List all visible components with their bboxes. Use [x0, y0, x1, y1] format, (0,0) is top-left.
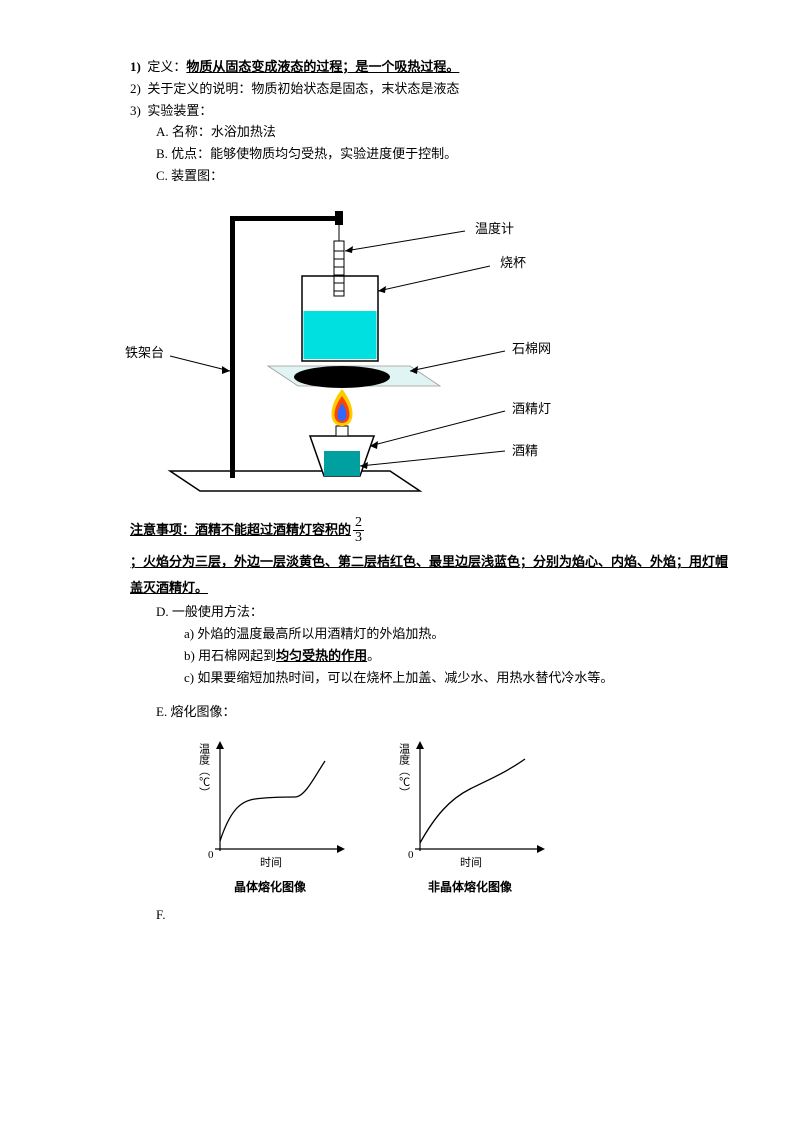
line-D: D. 一般使用方法：	[130, 602, 730, 623]
note-block: 注意事项：酒精不能超过酒精灯容积的23 ；火焰分为三层，外边一层淡黄色、第二层桔红…	[130, 513, 730, 602]
Db-ul: 均匀受热的作用	[276, 648, 367, 663]
line-E: E. 熔化图像：	[130, 702, 730, 723]
fraction: 23	[353, 516, 364, 545]
l2: 关于定义的说明：物质初始状态是固态，末状态是液态	[147, 81, 459, 96]
label-thermometer: 温度计	[475, 219, 514, 240]
line-F: F.	[130, 905, 730, 926]
ylabel-2: 温度（℃）	[394, 743, 412, 798]
label-lamp: 酒精灯	[512, 399, 551, 420]
charts-row: 温度（℃） 0 时间 晶体熔化图像 温度（℃） 0 时间 非晶体熔化图像	[190, 731, 730, 897]
note-seg2: ；火焰分为三层，外边一层淡黄色、第二层桔红色、最里边层浅蓝色；分别为焰心、内焰、…	[130, 549, 730, 601]
line-C: C. 装置图：	[130, 166, 730, 187]
caption-1: 晶体熔化图像	[190, 878, 350, 897]
num-1: 1)	[130, 59, 141, 74]
label-gauze: 石棉网	[512, 339, 551, 360]
caption-2: 非晶体熔化图像	[390, 878, 550, 897]
label-beaker: 烧杯	[500, 253, 526, 274]
l1-ul: 物质从固态变成液态的过程；是一个吸热过程。	[186, 59, 459, 74]
line-Dc: c) 如果要缩短加热时间，可以在烧杯上加盖、减少水、用热水替代冷水等。	[130, 668, 730, 689]
xlabel-1: 时间	[260, 855, 282, 873]
l1-pre: 定义：	[147, 59, 186, 74]
Db-pre: b) 用石棉网起到	[184, 648, 276, 663]
zero-1: 0	[208, 847, 214, 865]
zero-2: 0	[408, 847, 414, 865]
ylabel-1: 温度（℃）	[194, 743, 212, 798]
chart-crystal: 温度（℃） 0 时间 晶体熔化图像	[190, 731, 350, 897]
l3: 实验装置：	[147, 103, 212, 118]
line-A: A. 名称：水浴加热法	[130, 122, 730, 143]
num-2: 2)	[130, 81, 141, 96]
line-Da: a) 外焰的温度最高所以用酒精灯的外焰加热。	[130, 624, 730, 645]
num-3: 3)	[130, 103, 141, 118]
label-alcohol: 酒精	[512, 441, 538, 462]
label-stand: 铁架台	[125, 343, 164, 364]
line-B: B. 优点：能够使物质均匀受热，实验进度便于控制。	[130, 144, 730, 165]
xlabel-2: 时间	[460, 855, 482, 873]
apparatus-diagram: 温度计 烧杯 铁架台 石棉网 酒精灯 酒精	[130, 191, 730, 511]
note-seg1: 注意事项：酒精不能超过酒精灯容积的	[130, 517, 351, 543]
Db-post: 。	[367, 648, 380, 663]
chart-noncrystal: 温度（℃） 0 时间 非晶体熔化图像	[390, 731, 550, 897]
